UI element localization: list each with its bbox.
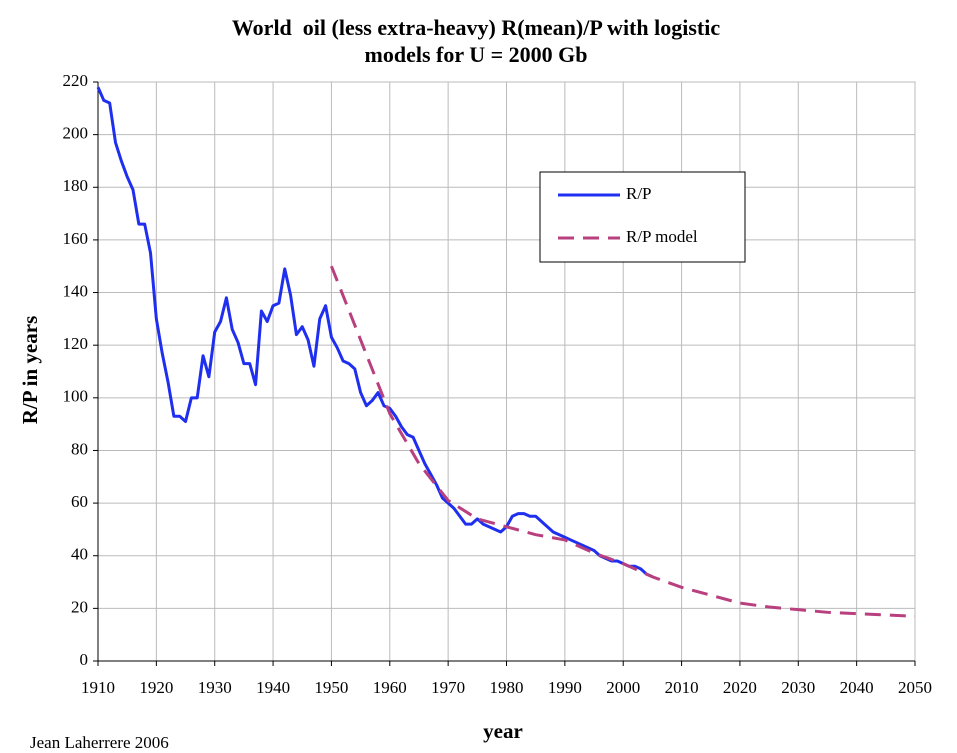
x-tick-label: 1920 bbox=[139, 678, 173, 697]
y-axis-label: R/P in years bbox=[18, 316, 42, 425]
x-tick-label: 1970 bbox=[431, 678, 465, 697]
chart-title: models for U = 2000 Gb bbox=[365, 42, 588, 67]
x-tick-label: 2010 bbox=[665, 678, 699, 697]
chart-title: World oil (less extra-heavy) R(mean)/P w… bbox=[232, 15, 720, 40]
source: Jean Laherrere 2006 bbox=[30, 733, 169, 752]
y-tick-label: 80 bbox=[71, 439, 88, 458]
y-tick-label: 60 bbox=[71, 492, 88, 511]
x-tick-label: 1960 bbox=[373, 678, 407, 697]
legend-box bbox=[539, 171, 746, 263]
y-tick-label: 120 bbox=[63, 334, 89, 353]
legend-label: R/P model bbox=[626, 227, 698, 246]
y-tick-label: 140 bbox=[63, 281, 89, 300]
y-tick-label: 40 bbox=[71, 545, 88, 564]
x-tick-label: 1940 bbox=[256, 678, 290, 697]
y-tick-label: 20 bbox=[71, 597, 88, 616]
x-axis-label: year bbox=[483, 719, 523, 743]
x-tick-label: 1990 bbox=[548, 678, 582, 697]
x-tick-label: 1950 bbox=[314, 678, 348, 697]
series-line bbox=[330, 265, 916, 618]
y-tick-label: 100 bbox=[63, 387, 89, 406]
series-line bbox=[96, 86, 654, 579]
y-tick-label: 200 bbox=[63, 124, 89, 143]
x-tick-label: 2030 bbox=[781, 678, 815, 697]
legend-label: R/P bbox=[626, 184, 652, 203]
y-tick-label: 160 bbox=[63, 229, 89, 248]
x-tick-label: 1910 bbox=[81, 678, 115, 697]
y-tick-label: 0 bbox=[80, 650, 89, 669]
y-tick-label: 180 bbox=[63, 176, 89, 195]
x-tick-label: 1930 bbox=[198, 678, 232, 697]
x-tick-label: 2040 bbox=[840, 678, 874, 697]
x-tick-label: 2020 bbox=[723, 678, 757, 697]
x-tick-label: 2050 bbox=[898, 678, 932, 697]
y-tick-label: 220 bbox=[63, 71, 89, 90]
x-tick-label: 2000 bbox=[606, 678, 640, 697]
x-tick-label: 1980 bbox=[490, 678, 524, 697]
